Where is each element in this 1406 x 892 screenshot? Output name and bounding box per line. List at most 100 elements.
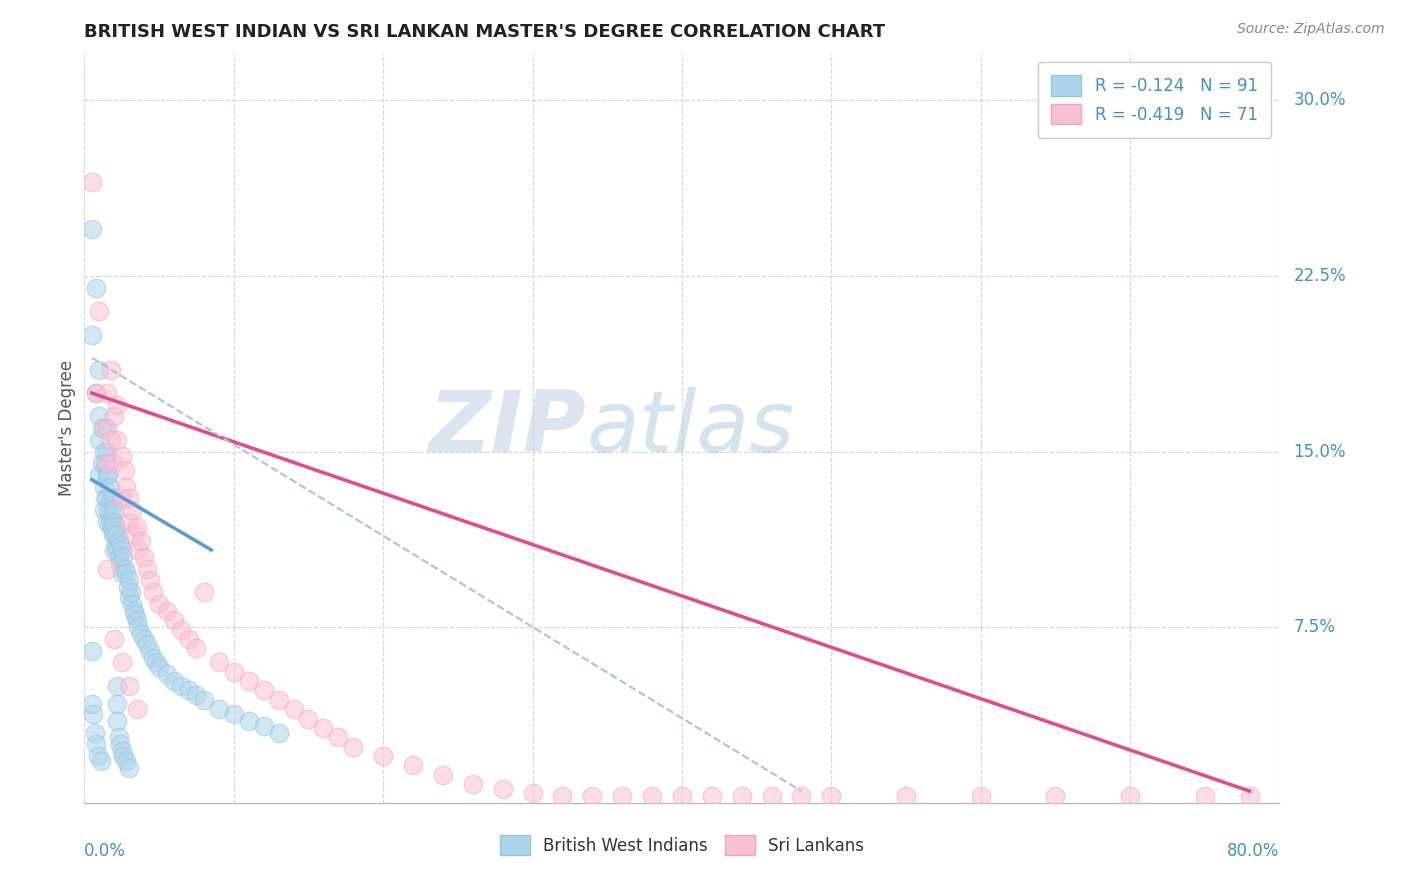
Point: [110, 538, 132, 552]
Point: [222, 665, 245, 679]
Point: [461, 777, 484, 791]
Point: [111, 566, 134, 581]
Point: [105, 542, 128, 557]
Point: [177, 683, 200, 698]
Point: [91, 456, 114, 470]
Point: [103, 515, 125, 529]
Point: [267, 692, 290, 706]
Point: [105, 433, 128, 447]
Point: [112, 549, 135, 564]
Point: [86, 386, 108, 401]
Legend: British West Indians, Sri Lankans: British West Indians, Sri Lankans: [494, 829, 870, 862]
Point: [89, 467, 111, 482]
Point: [145, 655, 167, 669]
Point: [86, 386, 108, 401]
Point: [87, 749, 110, 764]
Point: [132, 632, 156, 646]
Point: [93, 480, 115, 494]
Point: [297, 712, 319, 726]
Point: [105, 526, 128, 541]
Point: [492, 781, 515, 796]
Point: [612, 789, 634, 803]
Point: [107, 549, 129, 564]
Point: [111, 450, 134, 464]
Point: [104, 538, 127, 552]
Point: [115, 566, 138, 581]
Point: [1239, 789, 1261, 803]
Point: [127, 542, 149, 557]
Point: [1119, 789, 1142, 803]
Point: [125, 702, 148, 716]
Point: [177, 632, 200, 646]
Point: [125, 613, 148, 627]
Point: [193, 692, 215, 706]
Point: [761, 789, 783, 803]
Point: [90, 754, 112, 768]
Point: [111, 542, 134, 557]
Point: [96, 562, 118, 576]
Point: [155, 604, 177, 618]
Point: [267, 725, 290, 739]
Point: [136, 637, 159, 651]
Point: [142, 650, 165, 665]
Point: [118, 515, 141, 529]
Text: atlas: atlas: [586, 386, 794, 470]
Point: [103, 526, 125, 541]
Point: [107, 533, 129, 548]
Point: [132, 549, 156, 564]
Point: [111, 491, 134, 506]
Point: [82, 706, 104, 721]
Point: [253, 683, 276, 698]
Point: [80, 698, 103, 712]
Point: [118, 491, 141, 506]
Point: [111, 655, 134, 669]
Point: [222, 706, 245, 721]
Point: [98, 515, 121, 529]
Point: [89, 362, 111, 376]
Point: [790, 789, 813, 803]
Point: [110, 737, 132, 751]
Point: [93, 503, 115, 517]
Point: [671, 789, 693, 803]
Point: [121, 503, 143, 517]
Text: 22.5%: 22.5%: [1294, 267, 1346, 285]
Point: [98, 480, 121, 494]
Point: [101, 515, 124, 529]
Point: [125, 519, 148, 533]
Point: [170, 623, 193, 637]
Point: [100, 362, 122, 376]
Point: [105, 698, 128, 712]
Point: [139, 643, 162, 657]
Point: [96, 515, 118, 529]
Point: [100, 519, 122, 533]
Point: [328, 730, 350, 744]
Point: [103, 491, 125, 506]
Point: [238, 714, 260, 728]
Point: [186, 641, 208, 656]
Text: 0.0%: 0.0%: [84, 842, 127, 860]
Point: [129, 627, 152, 641]
Point: [111, 744, 134, 758]
Point: [120, 585, 142, 599]
Point: [970, 789, 993, 803]
Point: [129, 533, 152, 548]
Point: [118, 679, 141, 693]
Point: [373, 749, 395, 764]
Text: 7.5%: 7.5%: [1294, 618, 1336, 636]
Point: [94, 456, 117, 470]
Point: [253, 718, 276, 732]
Point: [1194, 789, 1216, 803]
Point: [118, 590, 141, 604]
Point: [96, 491, 118, 506]
Point: [103, 409, 125, 424]
Point: [121, 597, 143, 611]
Text: 15.0%: 15.0%: [1294, 442, 1346, 460]
Point: [112, 749, 135, 764]
Point: [100, 491, 122, 506]
Point: [342, 739, 364, 754]
Point: [107, 730, 129, 744]
Point: [80, 175, 103, 189]
Point: [114, 463, 136, 477]
Point: [312, 721, 335, 735]
Point: [91, 421, 114, 435]
